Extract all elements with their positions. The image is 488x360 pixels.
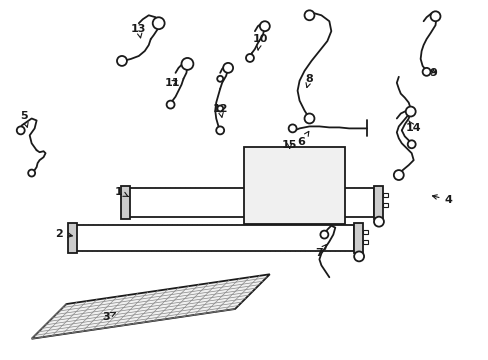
Circle shape bbox=[217, 105, 223, 112]
Circle shape bbox=[313, 184, 321, 192]
Bar bbox=[382, 203, 387, 207]
Bar bbox=[121, 186, 130, 219]
Circle shape bbox=[422, 68, 429, 76]
Circle shape bbox=[304, 113, 314, 123]
Circle shape bbox=[117, 56, 127, 66]
Circle shape bbox=[301, 198, 307, 203]
Circle shape bbox=[290, 164, 298, 172]
Circle shape bbox=[290, 198, 298, 206]
Bar bbox=[382, 193, 387, 197]
Circle shape bbox=[264, 171, 291, 199]
Circle shape bbox=[245, 54, 253, 62]
Text: 9: 9 bbox=[429, 68, 437, 78]
Bar bbox=[76, 225, 353, 251]
Circle shape bbox=[223, 63, 233, 73]
Text: 6: 6 bbox=[297, 131, 308, 147]
Bar bbox=[362, 230, 367, 234]
Circle shape bbox=[216, 126, 224, 134]
Bar bbox=[362, 239, 367, 243]
Text: 10: 10 bbox=[252, 34, 267, 50]
Text: 5: 5 bbox=[20, 111, 28, 127]
Circle shape bbox=[320, 231, 327, 239]
Polygon shape bbox=[32, 274, 269, 339]
Text: 11: 11 bbox=[164, 78, 180, 88]
Bar bbox=[373, 186, 382, 219]
Circle shape bbox=[256, 164, 264, 172]
Circle shape bbox=[255, 163, 299, 207]
Text: 8: 8 bbox=[305, 74, 313, 87]
Circle shape bbox=[17, 126, 25, 134]
Text: 3: 3 bbox=[102, 312, 115, 322]
Circle shape bbox=[405, 107, 415, 117]
Circle shape bbox=[353, 251, 364, 261]
Text: 12: 12 bbox=[212, 104, 227, 117]
Text: 4: 4 bbox=[431, 195, 451, 205]
Text: 13: 13 bbox=[131, 24, 146, 38]
Bar bbox=[68, 223, 77, 253]
Text: 2: 2 bbox=[56, 229, 72, 239]
FancyBboxPatch shape bbox=[244, 147, 345, 224]
Circle shape bbox=[326, 172, 332, 178]
Circle shape bbox=[308, 179, 325, 197]
Bar bbox=[129, 188, 373, 217]
Text: 7: 7 bbox=[315, 244, 326, 258]
Bar bbox=[353, 223, 362, 253]
Circle shape bbox=[152, 17, 164, 29]
Circle shape bbox=[181, 58, 193, 70]
Circle shape bbox=[288, 125, 296, 132]
Circle shape bbox=[166, 100, 174, 109]
Text: 1: 1 bbox=[115, 187, 128, 197]
Circle shape bbox=[301, 172, 333, 204]
Circle shape bbox=[28, 170, 35, 176]
Circle shape bbox=[301, 172, 307, 178]
Circle shape bbox=[373, 217, 383, 227]
Circle shape bbox=[256, 198, 264, 206]
Circle shape bbox=[304, 10, 314, 20]
Text: 15: 15 bbox=[282, 140, 297, 150]
Circle shape bbox=[393, 170, 403, 180]
Text: 14: 14 bbox=[405, 121, 421, 134]
Circle shape bbox=[326, 198, 332, 203]
Circle shape bbox=[259, 21, 269, 31]
Circle shape bbox=[271, 179, 283, 191]
Circle shape bbox=[217, 76, 223, 82]
Circle shape bbox=[429, 11, 440, 21]
Circle shape bbox=[407, 140, 415, 148]
